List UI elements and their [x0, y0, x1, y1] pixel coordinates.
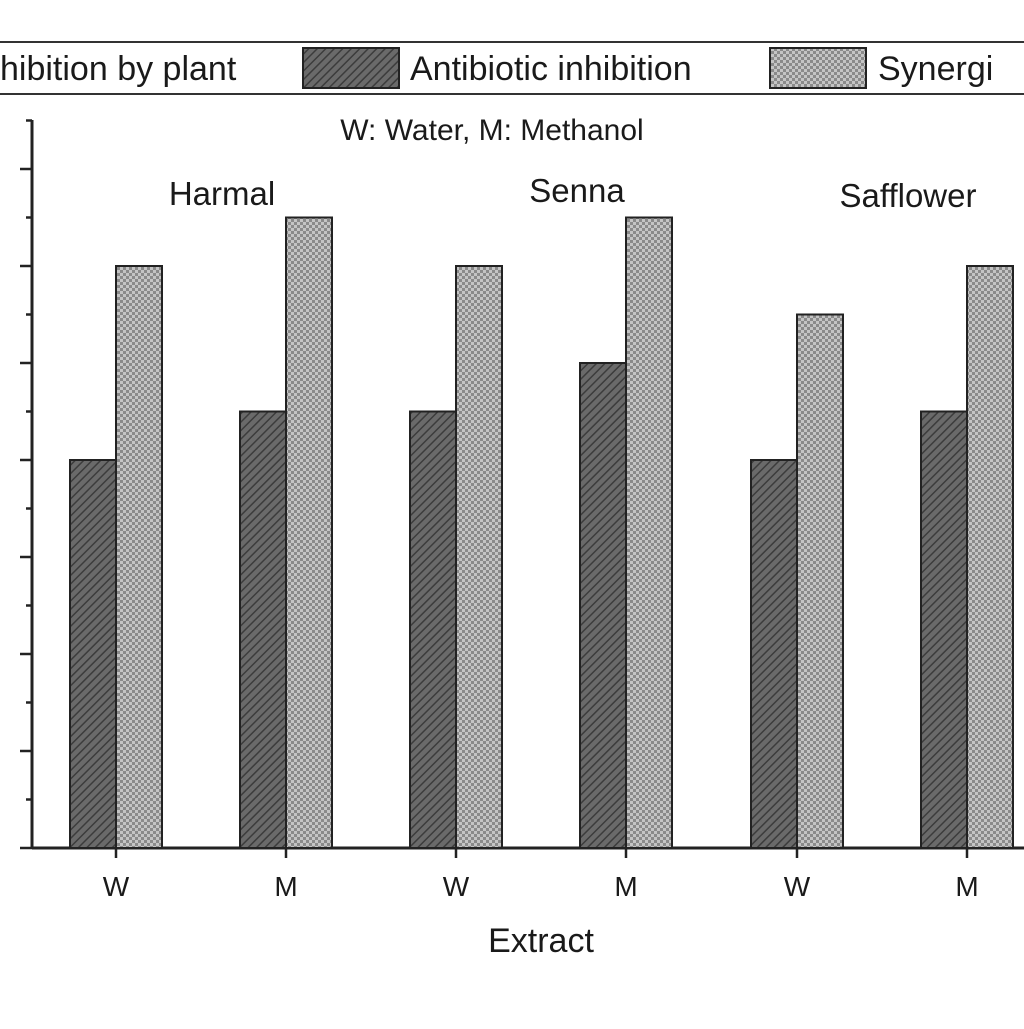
- legend-label-synergi: Synergi: [878, 50, 993, 88]
- x-tick-label: W: [443, 871, 470, 902]
- bar-synergi-3: [625, 216, 673, 849]
- x-tick-label: W: [784, 871, 811, 902]
- legend: hibition by plant Antibiotic inhibition …: [0, 41, 1024, 95]
- bars: [69, 216, 1014, 849]
- y-ticks: [20, 119, 32, 850]
- group-label-harmal: Harmal: [169, 175, 275, 212]
- bar-synergi-0: [115, 265, 163, 849]
- bar-antibiotic-4: [750, 459, 798, 849]
- bar-synergi-4: [796, 313, 844, 849]
- bar-antibiotic-3: [579, 362, 627, 849]
- x-tick-label: M: [955, 871, 978, 902]
- x-axis-label: Extract: [488, 922, 594, 960]
- x-tick-label: M: [274, 871, 297, 902]
- legend-label-plant: hibition by plant: [0, 50, 237, 88]
- bar-antibiotic-1: [239, 410, 287, 849]
- legend-swatch-synergi: [769, 47, 867, 89]
- group-label-safflower: Safflower: [840, 177, 977, 214]
- x-tick-label: M: [614, 871, 637, 902]
- x-tick-label: W: [103, 871, 130, 902]
- bar-synergi-1: [285, 216, 333, 849]
- bar-antibiotic-5: [920, 410, 968, 849]
- bar-antibiotic-2: [409, 410, 457, 849]
- bar-antibiotic-0: [69, 459, 117, 849]
- legend-swatch-antibiotic: [302, 47, 400, 89]
- x-ticks: [114, 848, 969, 858]
- annotation: W: Water, M: Methanol: [340, 114, 643, 147]
- bar-synergi-2: [455, 265, 503, 849]
- group-label-senna: Senna: [529, 172, 625, 209]
- legend-label-antibiotic: Antibiotic inhibition: [410, 50, 692, 88]
- bar-synergi-5: [966, 265, 1014, 849]
